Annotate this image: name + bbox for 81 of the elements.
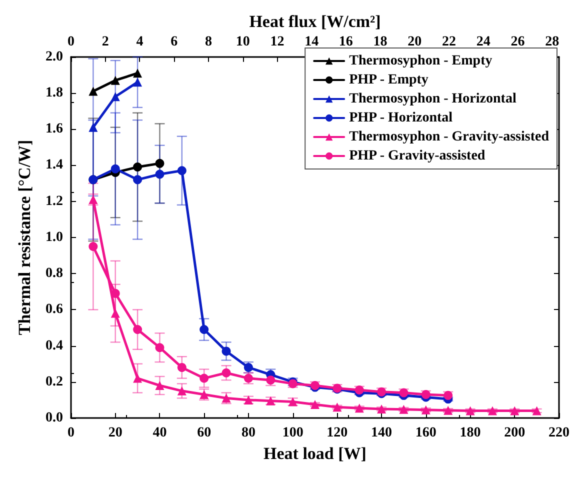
y-tick-label: 1.8: [46, 86, 63, 101]
point: [222, 346, 231, 356]
x2-tick-label: 14: [304, 34, 319, 50]
y-tick-label: 1.6: [46, 122, 63, 137]
x-tick-label: 40: [152, 426, 167, 440]
x-tick-label: 200: [504, 426, 526, 440]
legend-label: PHP - Empty: [349, 72, 428, 88]
x2-tick-label: 0: [68, 34, 74, 50]
y-tick-label: 0.4: [46, 338, 63, 354]
point: [110, 92, 120, 102]
x-tick-label: 60: [197, 426, 212, 440]
point: [177, 166, 186, 176]
point: [332, 402, 342, 412]
point: [133, 325, 142, 334]
point: [444, 406, 453, 415]
point: [177, 386, 186, 396]
x2-tick-label: 26: [510, 34, 525, 50]
y-tick-label: 2.0: [46, 49, 63, 64]
x-tick-label: 0: [68, 426, 74, 440]
x-tick-label: 80: [241, 426, 256, 440]
x2-tick-label: 12: [270, 34, 284, 50]
point: [133, 162, 142, 172]
legend-label: Thermosyphon - Gravity-assisted: [349, 130, 550, 144]
y-tick-label: 0.8: [46, 266, 63, 282]
x2-tick-label: 10: [236, 34, 250, 50]
legend-label: Thermosyphon - Empty: [349, 54, 492, 68]
x-tick-label: 180: [460, 426, 481, 440]
x2-tick-label: 20: [408, 34, 422, 50]
point: [377, 404, 386, 414]
point: [88, 86, 98, 96]
x2-tick-label: 24: [476, 34, 490, 50]
point: [133, 68, 142, 78]
y-tick-label: 0.6: [46, 302, 63, 318]
x2-tick-label: 2: [102, 34, 109, 50]
y-tick-label: 0.2: [46, 374, 63, 390]
legend-label: PHP - Horizontal: [349, 110, 453, 126]
point: [421, 405, 430, 414]
x-tick-label: 20: [108, 426, 122, 440]
point: [155, 343, 164, 352]
point: [510, 406, 520, 416]
legend-label: Thermosyphon - Horizontal: [349, 92, 516, 106]
y-tick-label: 0.0: [46, 410, 63, 426]
x2-axis-title: Heat flux [W/cm²]: [249, 12, 381, 31]
x-axis-title: Heat load [W]: [264, 444, 366, 463]
x2-tick-label: 28: [545, 34, 560, 50]
point: [133, 175, 142, 184]
point: [200, 325, 209, 334]
point: [532, 406, 542, 416]
x-tick-label: 220: [548, 426, 570, 440]
point: [155, 158, 164, 168]
x2-tick-label: 18: [373, 34, 388, 50]
point: [354, 404, 364, 413]
x-tick-label: 160: [415, 426, 436, 440]
point: [488, 406, 497, 416]
point: [110, 164, 120, 174]
y-axis-title: Thermal resistance [°C/W]: [15, 140, 34, 336]
point: [110, 76, 120, 85]
point: [88, 242, 98, 251]
legend-label: PHP - Gravity-assisted: [349, 148, 486, 164]
x2-tick-label: 22: [442, 34, 456, 50]
point: [155, 381, 164, 390]
point: [133, 374, 142, 383]
point: [133, 78, 142, 87]
point: [466, 406, 475, 416]
y-tick-label: 1.2: [46, 194, 63, 209]
point: [222, 368, 231, 378]
x-tick-label: 100: [282, 426, 304, 440]
x-tick-label: 120: [326, 426, 348, 440]
point: [155, 170, 164, 179]
point: [200, 374, 209, 383]
y-tick-label: 1.4: [46, 158, 63, 173]
y-tick-label: 1.0: [46, 230, 63, 245]
point: [399, 404, 408, 414]
x2-tick-label: 4: [136, 34, 144, 50]
point: [310, 400, 320, 409]
x2-tick-label: 8: [204, 34, 212, 50]
x2-tick-label: 6: [170, 34, 178, 50]
point: [88, 122, 98, 132]
x2-tick-label: 16: [338, 34, 353, 50]
x-tick-label: 140: [371, 426, 392, 440]
point: [177, 362, 186, 372]
